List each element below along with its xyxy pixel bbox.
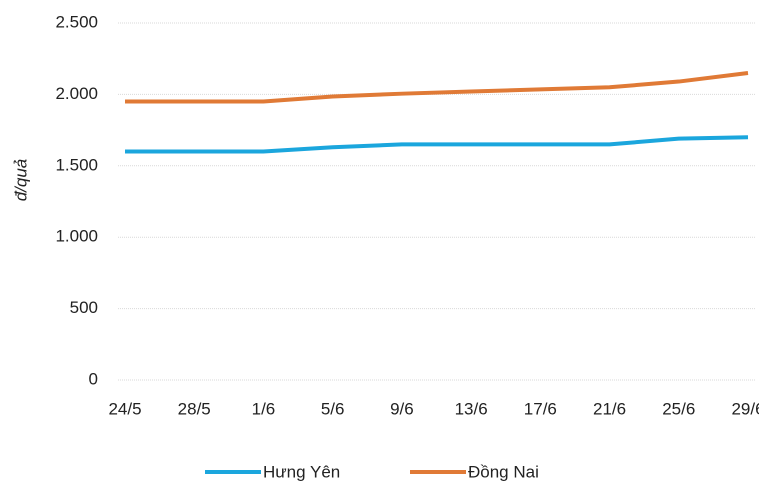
x-tick-label: 13/6 xyxy=(455,399,488,418)
y-tick-label: 1.500 xyxy=(55,155,98,174)
y-tick-label: 1.000 xyxy=(55,227,98,246)
x-tick-label: 5/6 xyxy=(321,399,345,418)
x-tick-label: 29/6 xyxy=(731,399,759,418)
x-tick-label: 17/6 xyxy=(524,399,557,418)
series-line xyxy=(125,135,749,154)
x-tick-label: 28/5 xyxy=(178,399,211,418)
x-tick-label: 9/6 xyxy=(390,399,414,418)
x-tick-label: 1/6 xyxy=(252,399,276,418)
legend-label: Đồng Nai xyxy=(468,462,539,481)
y-tick-label: 2.000 xyxy=(55,84,98,103)
y-tick-label: 0 xyxy=(89,369,98,388)
x-tick-label: 24/5 xyxy=(108,399,141,418)
y-tick-label: 2.500 xyxy=(55,12,98,31)
legend-label: Hưng Yên xyxy=(263,462,340,481)
y-tick-label: 500 xyxy=(70,298,98,317)
x-tick-label: 21/6 xyxy=(593,399,626,418)
x-tick-label: 25/6 xyxy=(662,399,695,418)
series-line xyxy=(125,70,749,104)
y-axis-label: đ/quả xyxy=(11,159,30,202)
